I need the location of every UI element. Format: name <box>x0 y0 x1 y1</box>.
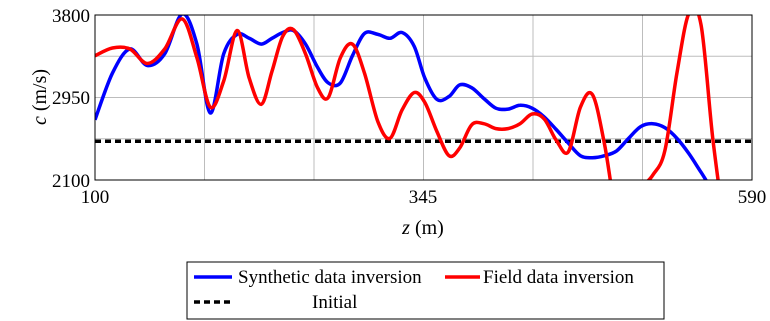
x-tick-label-right: 590 <box>738 187 767 208</box>
synthetic-data-inversion-line <box>95 15 708 180</box>
field-data-inversion-line <box>95 15 720 180</box>
y-tick-label-top: 3800 <box>52 6 90 27</box>
legend-label-synthetic: Synthetic data inversion <box>238 267 422 288</box>
y-tick-label-mid: 2950 <box>52 88 90 109</box>
x-axis-unit: (m) <box>410 217 444 239</box>
legend-label-field: Field data inversion <box>483 267 634 288</box>
y-axis-symbol: c <box>29 116 51 125</box>
y-axis-label: c (m/s) <box>29 69 51 125</box>
x-tick-label-left: 100 <box>81 187 110 208</box>
legend-label-initial: Initial <box>312 292 357 313</box>
x-tick-label-mid: 345 <box>409 187 438 208</box>
legend: Synthetic data inversion Field data inve… <box>186 261 665 320</box>
y-axis-unit: (m/s) <box>29 69 51 116</box>
x-axis-label: z (m) <box>401 217 444 239</box>
plot-frame <box>94 14 753 181</box>
x-axis-symbol: z <box>401 217 410 239</box>
y-tick-label-bottom: 2100 <box>52 171 90 192</box>
legend-box <box>186 261 665 320</box>
